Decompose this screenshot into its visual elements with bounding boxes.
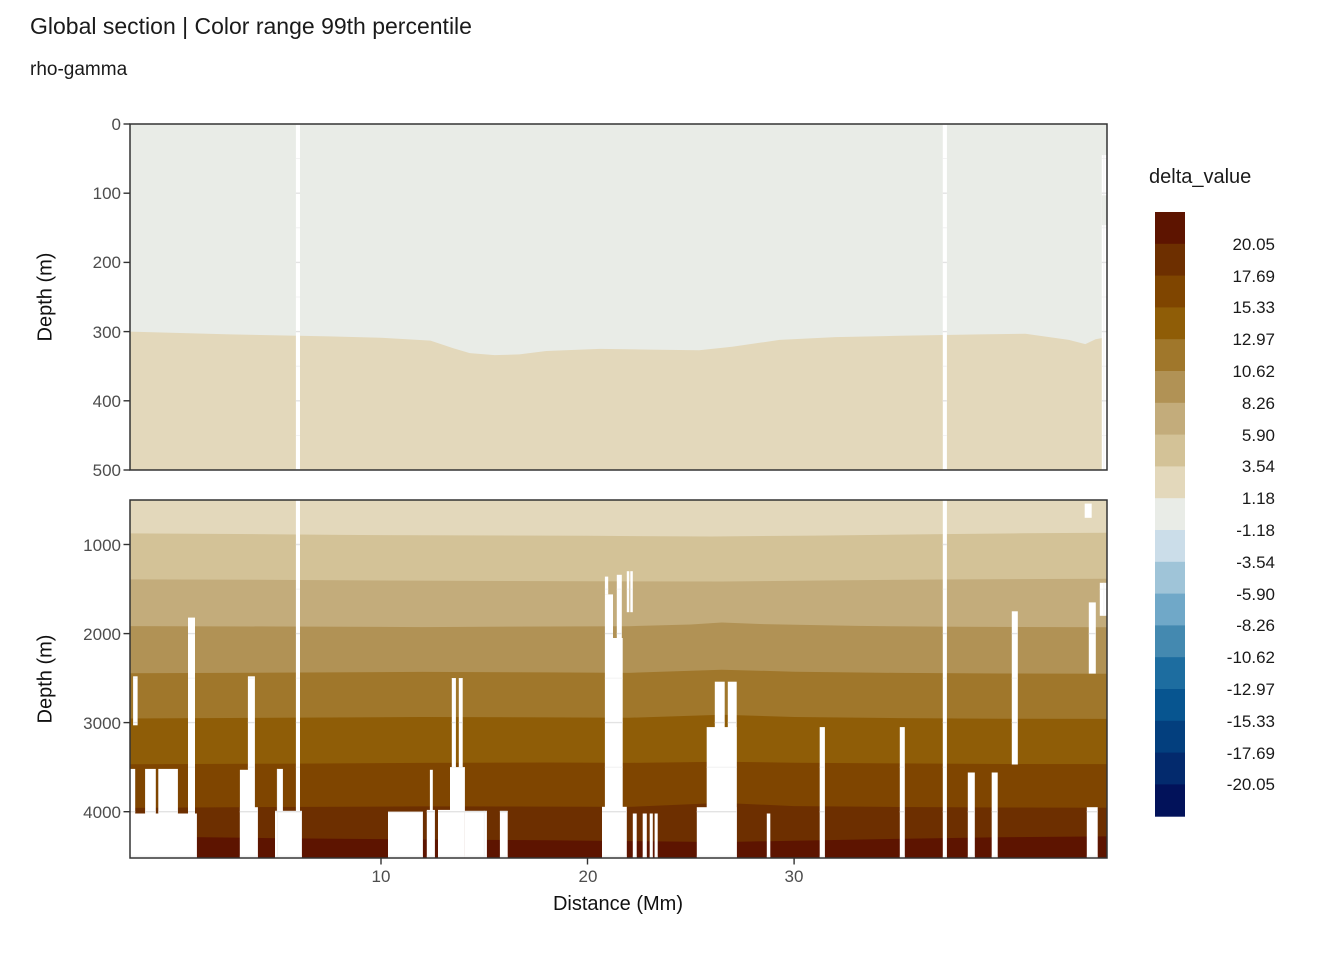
legend-color-band [1155, 657, 1185, 690]
legend-color-band [1155, 339, 1185, 372]
page-subtitle: rho-gamma [30, 59, 128, 80]
y-axis-title-upper: Depth (m) [34, 252, 57, 342]
panel-border [129, 123, 1108, 471]
legend-color-band [1155, 371, 1185, 404]
legend-color-band [1155, 402, 1185, 436]
legend-color-band [1155, 720, 1185, 754]
panel-lower [130, 500, 1107, 858]
legend-title: delta_value [1149, 166, 1252, 188]
legend-color-band [1155, 625, 1185, 658]
legend-color-band [1155, 561, 1185, 595]
legend-color-band [1155, 466, 1185, 499]
legend-color-band [1155, 434, 1185, 467]
legend-color-band [1155, 212, 1185, 245]
legend-color-band [1155, 275, 1185, 308]
legend-color-band [1155, 530, 1185, 563]
page-title: Global section | Color range 99th percen… [30, 13, 472, 39]
panel-border [129, 499, 1108, 859]
legend-color-band [1155, 498, 1185, 531]
legend-color-band [1155, 689, 1185, 722]
legend-color-band [1155, 752, 1185, 785]
y-axis-title-lower: Depth (m) [34, 634, 57, 724]
legend-color-band [1155, 243, 1185, 277]
legend-color-band [1155, 784, 1185, 817]
legend-color-band [1155, 307, 1185, 340]
x-axis-title: Distance (Mm) [552, 893, 684, 915]
panel-upper [130, 124, 1107, 470]
legend-color-band [1155, 593, 1185, 626]
